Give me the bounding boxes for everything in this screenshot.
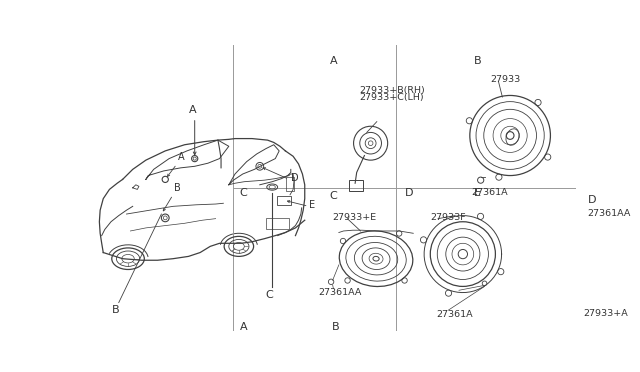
Text: A: A — [240, 323, 247, 333]
Bar — [266, 218, 289, 230]
Text: B: B — [174, 183, 180, 193]
Text: C: C — [240, 188, 248, 198]
Text: B: B — [332, 323, 340, 333]
Text: 27933+C(LH): 27933+C(LH) — [359, 93, 424, 102]
Text: A: A — [189, 106, 196, 115]
Text: 27361AA: 27361AA — [588, 209, 631, 218]
Text: C: C — [330, 191, 337, 201]
Text: 27933+E: 27933+E — [332, 212, 376, 221]
Text: 27933: 27933 — [491, 76, 521, 84]
Bar — [277, 196, 291, 205]
Bar — [286, 177, 294, 191]
Text: C: C — [265, 289, 273, 299]
Text: 27933+B(RH): 27933+B(RH) — [359, 86, 425, 95]
Text: B: B — [474, 56, 481, 66]
Text: D: D — [405, 188, 413, 198]
Bar — [349, 180, 363, 191]
Text: 27933F: 27933F — [430, 212, 466, 221]
Text: A: A — [178, 153, 184, 163]
Text: 27933+A: 27933+A — [584, 309, 628, 318]
Text: 27361A: 27361A — [472, 188, 508, 197]
Text: A: A — [330, 56, 337, 66]
Text: E: E — [474, 188, 481, 198]
Text: D: D — [588, 195, 596, 205]
Text: D: D — [291, 173, 298, 183]
Text: 27361A: 27361A — [436, 310, 473, 319]
Text: 27361AA: 27361AA — [318, 288, 362, 297]
Text: E: E — [309, 200, 316, 210]
Text: B: B — [112, 305, 120, 315]
